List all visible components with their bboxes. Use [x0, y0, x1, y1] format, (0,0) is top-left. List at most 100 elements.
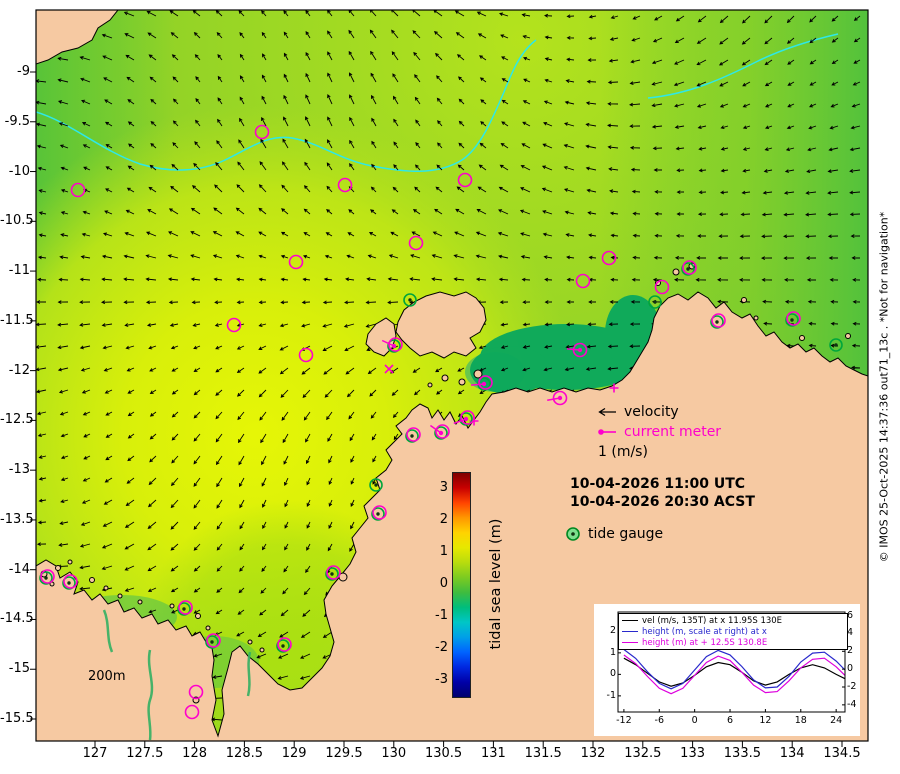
lat-tick-label: -12.5: [0, 412, 34, 428]
island: [672, 268, 680, 276]
series-line-swatch: [622, 642, 638, 643]
island: [458, 378, 466, 386]
series-line-swatch: [622, 620, 638, 621]
lat-tick-label: -9: [17, 64, 30, 79]
lat-tick-label: -9.5: [4, 113, 30, 129]
chart-tick-label: 2: [609, 625, 616, 637]
current-meter-marker: [39, 569, 55, 585]
series-label: vel (m/s, 135T) at x 11.95S 130E: [642, 615, 783, 626]
lon-tick-label: 132: [580, 746, 606, 761]
current-meter-marker: [785, 311, 801, 327]
velocity-legend: velocity: [596, 404, 679, 420]
lon-tick-label: 131.5: [524, 746, 562, 761]
inset-timeseries-chart: vel (m/s, 135T) at x 11.95S 130E height (…: [594, 604, 860, 736]
lon-tick-label: 131: [480, 746, 506, 761]
current-meter-marker: [276, 637, 292, 653]
lon-tick-label: 127: [82, 746, 108, 761]
depth-contour-label: 200m: [88, 669, 126, 684]
melville-island: [395, 291, 487, 359]
tide-gauge-marker: [403, 293, 417, 307]
lat-tick-label: -13: [8, 462, 30, 478]
island: [195, 613, 201, 619]
island: [169, 603, 175, 609]
lat-tick-label: -14: [8, 561, 30, 577]
lon-tick-label: 133.5: [723, 746, 761, 761]
island: [441, 374, 449, 382]
island: [67, 559, 73, 565]
lat-tick-label: -11: [8, 263, 30, 279]
chart-tick-label: 4: [847, 627, 854, 639]
chart-tick-label: 0: [609, 668, 616, 680]
current-meter-marker: [226, 317, 242, 333]
chart-tick-label: -6: [654, 715, 664, 726]
current-meter-marker: [601, 250, 617, 266]
lon-tick-label: 133: [680, 746, 705, 761]
lat-tick-label: -15: [8, 661, 30, 677]
lon-tick-label: 134: [779, 746, 805, 761]
island: [205, 625, 211, 631]
chart-tick-label: -1: [606, 689, 616, 701]
colorbar-tick-label: -3: [435, 672, 448, 687]
current-meter-marker: [408, 235, 424, 251]
series-label: height (m, scale at right) at x: [642, 626, 767, 637]
lon-tick-label: 130.5: [424, 746, 463, 761]
lat-tick-label: -14.5: [0, 611, 34, 627]
colorbar-tick-label: 0: [439, 576, 448, 591]
series-line-swatch: [622, 631, 638, 632]
island: [103, 585, 109, 591]
current-meter-marker: [575, 273, 591, 289]
chart-tick-label: -2: [847, 681, 857, 692]
current-meter-marker: [254, 124, 270, 140]
reference-point-marker: [384, 364, 394, 374]
current-meter-label: current meter: [624, 424, 722, 440]
tide-gauge-icon: [566, 527, 580, 541]
current-meter-marker: [371, 505, 387, 521]
current-meter-icon: [598, 429, 616, 435]
current-meter-marker: [177, 600, 193, 616]
current-meter-marker: [429, 424, 450, 440]
chart-tick-label: 0: [691, 715, 698, 726]
timestamp-acst: 10-04-2026 20:30 ACST: [570, 494, 755, 510]
velocity-scale-label: 1 (m/s): [598, 444, 648, 460]
lon-tick-label: 129: [281, 746, 307, 761]
tide-gauge-marker: [648, 295, 662, 309]
series-label: height (m) at + 12.5S 130.8E: [642, 637, 768, 648]
tide-gauge-marker: [369, 478, 383, 492]
lon-tick-label: 128.5: [225, 746, 263, 761]
chart-tick-label: 18: [794, 715, 807, 726]
lat-tick-label: -11.5: [0, 312, 34, 328]
lon-tick-label: 134.5: [823, 746, 861, 761]
colorbar-tick-label: -2: [435, 640, 448, 655]
lon-tick-label: 130: [381, 746, 407, 761]
current-meter-marker: [298, 347, 314, 363]
colorbar-tick-label: -1: [435, 608, 448, 623]
colorbar-label: tidal sea level (m): [488, 518, 504, 650]
tide-gauge-marker: [829, 338, 843, 352]
colorbar-tick-label: 3: [439, 480, 448, 495]
island: [741, 297, 747, 303]
island: [247, 639, 253, 645]
current-meter-marker: [453, 410, 475, 426]
current-meter-marker: [62, 574, 78, 590]
lat-tick-label: -12: [8, 362, 30, 378]
lat-tick-label: -10.5: [0, 213, 34, 229]
timor-coast: [36, 10, 119, 65]
chart-tick-label: 6: [847, 609, 854, 621]
current-meter-marker: [184, 704, 200, 720]
current-meter-marker: [547, 390, 568, 406]
chart-series: [623, 654, 846, 695]
current-meter-marker: [405, 427, 421, 443]
lat-tick-label: -15.5: [0, 711, 34, 726]
tide-gauge-legend: tide gauge: [564, 526, 663, 542]
velocity-label: velocity: [624, 404, 679, 420]
current-meter-marker: [381, 337, 403, 353]
timestamp-utc: 10-04-2026 11:00 UTC: [570, 476, 746, 492]
chart-tick-label: 6: [726, 715, 734, 726]
river-inlets: [102, 609, 252, 741]
axis-tick-marks: [30, 71, 843, 747]
current-meter-marker: [457, 172, 473, 188]
current-meter-legend: current meter: [596, 424, 721, 440]
chart-series: [623, 657, 846, 687]
current-meter-marker: [70, 182, 86, 198]
velocity-arrow-icon: [598, 407, 616, 417]
